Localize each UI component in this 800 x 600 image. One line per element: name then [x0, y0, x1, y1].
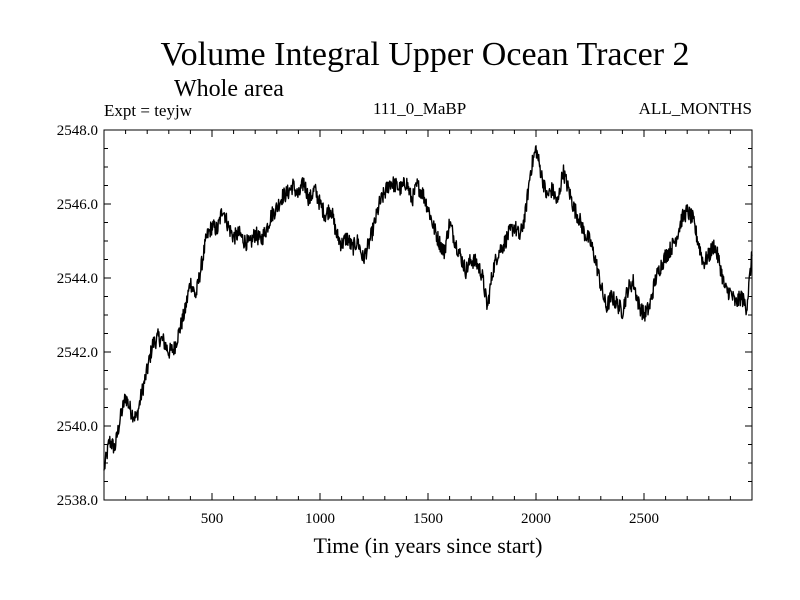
y-tick-label: 2542.0 — [57, 345, 98, 361]
x-axis: 500 1000 1500 2000 2500 — [125, 130, 731, 527]
x-tick-label: 1500 — [413, 511, 443, 527]
x-axis-label: Time (in years since start) — [313, 533, 543, 558]
period-label: ALL_MONTHS — [638, 99, 752, 118]
chart-title: Volume Integral Upper Ocean Tracer 2 — [160, 36, 690, 73]
experiment-label: Expt = teyjw — [104, 101, 192, 120]
x-tick-label: 2000 — [521, 511, 551, 527]
chart-subtitle: Whole area — [174, 76, 284, 102]
y-tick-label: 2540.0 — [57, 419, 98, 435]
y-tick-label: 2538.0 — [57, 493, 98, 509]
x-tick-label: 1000 — [305, 511, 335, 527]
y-tick-label: 2544.0 — [57, 271, 98, 287]
x-tick-label: 2500 — [629, 511, 659, 527]
series-line — [103, 145, 753, 471]
y-tick-label: 2546.0 — [57, 197, 98, 213]
plot-frame — [103, 129, 753, 501]
y-tick-label: 2548.0 — [57, 123, 98, 139]
run-label: 111_0_MaBP — [373, 99, 467, 118]
x-tick-label: 500 — [201, 511, 224, 527]
